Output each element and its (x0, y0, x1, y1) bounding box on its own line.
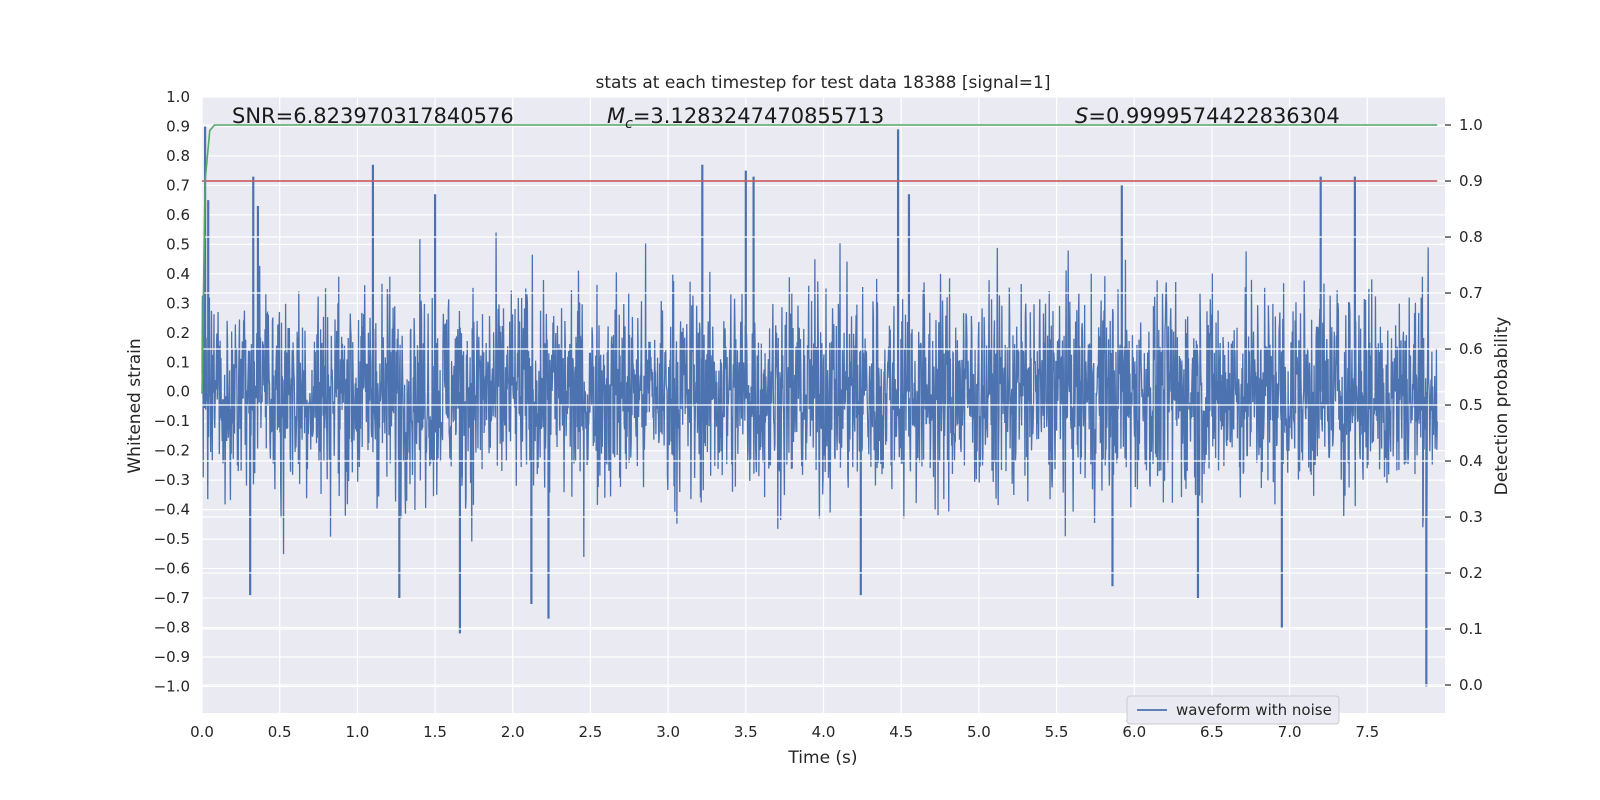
right-y-tick-label: 0.4 (1459, 452, 1483, 470)
right-y-tick-label: 0.0 (1459, 676, 1483, 694)
x-tick-label: 5.5 (1045, 723, 1069, 741)
x-tick-label: 7.5 (1355, 723, 1379, 741)
right-y-tick-label: 0.8 (1459, 228, 1483, 246)
left-y-tick-label: 0.1 (166, 353, 190, 371)
right-y-tick-label: 0.9 (1459, 172, 1483, 190)
x-tick-label: 7.0 (1278, 723, 1302, 741)
x-tick-label: 6.5 (1200, 723, 1224, 741)
left-y-tick-label: 0.4 (166, 265, 190, 283)
waveform-trace (201, 232, 1438, 557)
right-y-axis: 1.0 0.9 0.8 0.7 0.6 0.5 0.4 0.3 0.2 0.1 0.0 (1445, 116, 1483, 694)
right-y-tick-label: 1.0 (1459, 116, 1483, 134)
chirp-mass-subscript: c (625, 116, 633, 132)
x-axis-label: Time (s) (787, 748, 857, 768)
x-tick-label: 2.0 (501, 723, 525, 741)
x-tick-label: 1.5 (423, 723, 447, 741)
legend: waveform with noise (1126, 695, 1340, 725)
right-y-tick-label: 0.3 (1459, 508, 1483, 526)
x-tick-label: 0.5 (268, 723, 292, 741)
detection-probability-line (201, 124, 1438, 394)
left-y-tick-label: −0.6 (154, 560, 190, 578)
x-tick-label: 2.5 (579, 723, 603, 741)
left-y-tick-label: −0.3 (154, 471, 190, 489)
chirp-mass-symbol: M (607, 104, 625, 128)
left-y-tick-label: 0.2 (166, 324, 190, 342)
legend-box (1126, 695, 1340, 725)
x-tick-label: 3.5 (734, 723, 758, 741)
chirp-mass-value: =3.1283247470855713 (633, 104, 884, 128)
x-axis: 0.0 0.5 1.0 1.5 2.0 2.5 3.0 3.5 4.0 4.5 5.0 5.5 6.0 6… (190, 723, 1379, 741)
s-symbol: S (1075, 104, 1088, 128)
left-y-tick-label: −0.1 (154, 412, 190, 430)
left-y-tick-label: 0.9 (166, 117, 190, 135)
s-value: =0.9999574422836304 (1088, 104, 1339, 128)
left-y-axis-label: Whitened strain (125, 338, 145, 473)
left-y-axis: 1.0 0.9 0.8 0.7 0.6 0.5 0.4 0.3 0.2 0.1 0.0 −0.1 −0.… (154, 88, 190, 695)
left-y-tick-label: 0.8 (166, 147, 190, 165)
chart-title: stats at each timestep for test data 183… (596, 73, 1051, 93)
chirp-mass-annotation: Mc=3.1283247470855713 (607, 104, 884, 132)
x-tick-label: 4.0 (812, 723, 836, 741)
left-y-tick-label: −0.5 (154, 530, 190, 548)
x-tick-label: 6.0 (1122, 723, 1146, 741)
x-tick-label: 4.5 (889, 723, 913, 741)
left-y-tick-label: −1.0 (154, 677, 190, 695)
right-y-tick-label: 0.6 (1459, 340, 1483, 358)
left-y-tick-label: 0.7 (166, 176, 190, 194)
left-y-tick-label: 0.3 (166, 294, 190, 312)
left-y-tick-label: 1.0 (166, 88, 190, 106)
snr-annotation: SNR=6.823970317840576 (232, 104, 514, 128)
x-tick-label: 1.0 (345, 723, 369, 741)
x-tick-label: 0.0 (190, 723, 214, 741)
right-y-tick-label: 0.1 (1459, 620, 1483, 638)
left-y-tick-label: −0.2 (154, 442, 190, 460)
left-y-tick-label: −0.4 (154, 501, 190, 519)
left-y-tick-label: 0.5 (166, 235, 190, 253)
left-y-tick-label: −0.9 (154, 648, 190, 666)
left-y-tick-label: −0.8 (154, 619, 190, 637)
right-y-tick-label: 0.5 (1459, 396, 1483, 414)
left-y-tick-label: −0.7 (154, 589, 190, 607)
right-y-axis-label: Detection probability (1492, 317, 1512, 496)
legend-label: waveform with noise (1176, 701, 1332, 719)
right-y-tick-label: 0.7 (1459, 284, 1483, 302)
x-tick-label: 5.0 (967, 723, 991, 741)
s-annotation: S=0.9999574422836304 (1075, 104, 1340, 128)
x-tick-label: 3.0 (656, 723, 680, 741)
left-y-tick-label: 0.6 (166, 206, 190, 224)
right-y-tick-label: 0.2 (1459, 564, 1483, 582)
left-y-tick-label: 0.0 (166, 383, 190, 401)
